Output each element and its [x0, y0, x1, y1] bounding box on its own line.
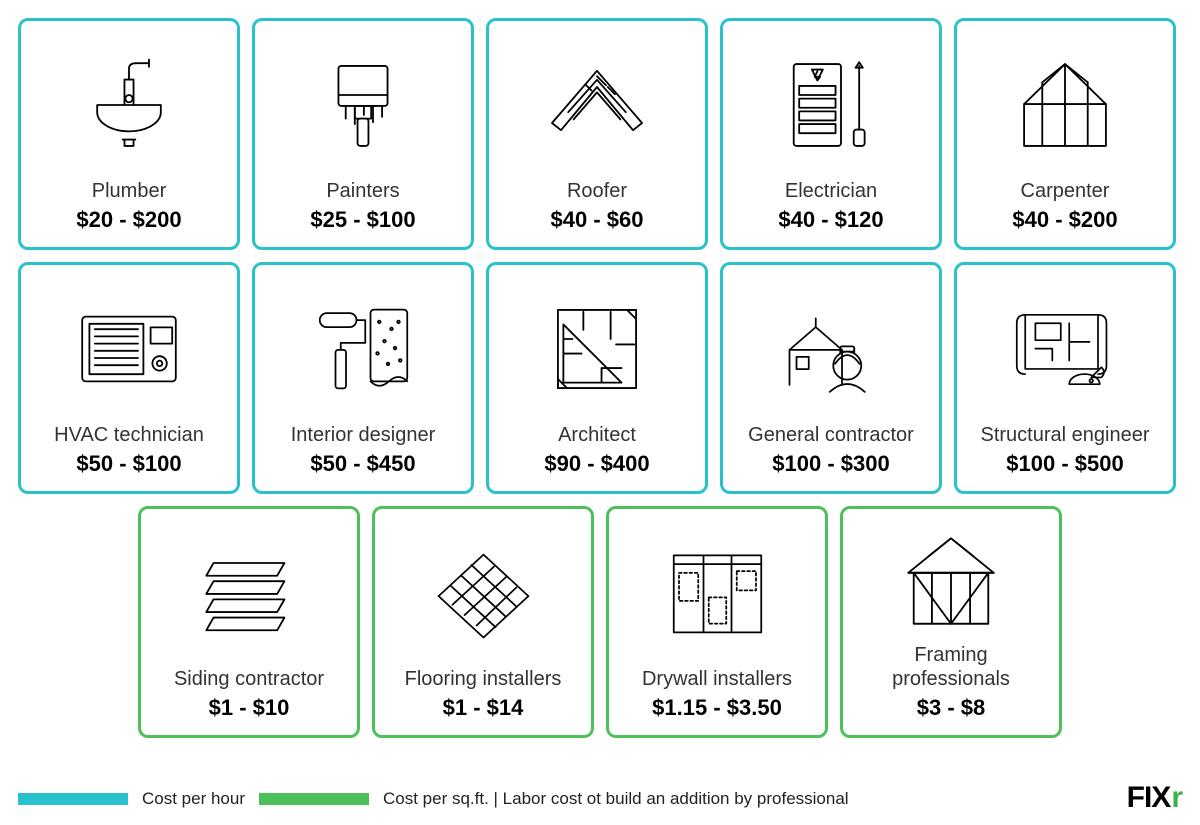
- card-label: Interior designer: [291, 423, 436, 447]
- card-label: Siding contractor: [174, 667, 324, 691]
- sink-icon: [27, 31, 231, 179]
- hourly-grid: Plumber $20 - $200 Painters $25 - $100 Roofe…: [18, 18, 1182, 494]
- paintbrush-icon: [261, 31, 465, 179]
- flooring-icon: [381, 519, 585, 667]
- card-electrician: Electrician $40 - $120: [720, 18, 942, 250]
- legend: Cost per hour Cost per sq.ft. | Labor co…: [18, 789, 1182, 809]
- swatch-hourly: [18, 793, 128, 805]
- framing-icon: [849, 519, 1053, 643]
- sqft-row: Siding contractor $1 - $10 Flooring instal…: [18, 506, 1182, 738]
- card-price: $1 - $10: [209, 695, 290, 721]
- card-price: $40 - $60: [551, 207, 644, 233]
- card-price: $20 - $200: [76, 207, 181, 233]
- card-general-contractor: General contractor $100 - $300: [720, 262, 942, 494]
- card-label: Framingprofessionals: [892, 643, 1010, 691]
- roof-icon: [495, 31, 699, 179]
- card-label: Painters: [326, 179, 399, 203]
- card-structural-engineer: Structural engineer $100 - $500: [954, 262, 1176, 494]
- card-price: $90 - $400: [544, 451, 649, 477]
- card-price: $25 - $100: [310, 207, 415, 233]
- card-interior-designer: Interior designer $50 - $450: [252, 262, 474, 494]
- card-hvac: HVAC technician $50 - $100: [18, 262, 240, 494]
- roller-wallpaper-icon: [261, 275, 465, 423]
- card-price: $1.15 - $3.50: [652, 695, 782, 721]
- card-carpenter: Carpenter $40 - $200: [954, 18, 1176, 250]
- card-label: Flooring installers: [405, 667, 562, 691]
- contractor-icon: [729, 275, 933, 423]
- siding-icon: [147, 519, 351, 667]
- logo: FIXr: [1127, 781, 1182, 815]
- card-label: Roofer: [567, 179, 627, 203]
- logo-accent: r: [1171, 781, 1182, 815]
- legend-hourly-label: Cost per hour: [142, 789, 245, 809]
- card-price: $50 - $100: [76, 451, 181, 477]
- legend-sqft-label: Cost per sq.ft. | Labor cost ot build an…: [383, 789, 849, 809]
- card-architect: Architect $90 - $400: [486, 262, 708, 494]
- card-price: $100 - $300: [772, 451, 889, 477]
- card-label: Electrician: [785, 179, 877, 203]
- drywall-icon: [615, 519, 819, 667]
- triangle-plan-icon: [495, 275, 699, 423]
- card-framing: Framingprofessionals $3 - $8: [840, 506, 1062, 738]
- swatch-sqft: [259, 793, 369, 805]
- card-label: Carpenter: [1021, 179, 1110, 203]
- logo-text: FIX: [1127, 781, 1171, 815]
- card-label: Drywall installers: [642, 667, 792, 691]
- card-price: $100 - $500: [1006, 451, 1123, 477]
- card-label: Plumber: [92, 179, 166, 203]
- card-price: $40 - $120: [778, 207, 883, 233]
- card-drywall: Drywall installers $1.15 - $3.50: [606, 506, 828, 738]
- card-price: $1 - $14: [443, 695, 524, 721]
- panel-icon: [729, 31, 933, 179]
- card-roofer: Roofer $40 - $60: [486, 18, 708, 250]
- card-price: $40 - $200: [1012, 207, 1117, 233]
- card-painters: Painters $25 - $100: [252, 18, 474, 250]
- card-flooring: Flooring installers $1 - $14: [372, 506, 594, 738]
- house-outline-icon: [963, 31, 1167, 179]
- card-label: General contractor: [748, 423, 914, 447]
- ac-unit-icon: [27, 275, 231, 423]
- card-price: $50 - $450: [310, 451, 415, 477]
- card-label: Structural engineer: [981, 423, 1150, 447]
- card-label: HVAC technician: [54, 423, 204, 447]
- card-label: Architect: [558, 423, 636, 447]
- card-price: $3 - $8: [917, 695, 986, 721]
- card-siding: Siding contractor $1 - $10: [138, 506, 360, 738]
- blueprint-icon: [963, 275, 1167, 423]
- card-plumber: Plumber $20 - $200: [18, 18, 240, 250]
